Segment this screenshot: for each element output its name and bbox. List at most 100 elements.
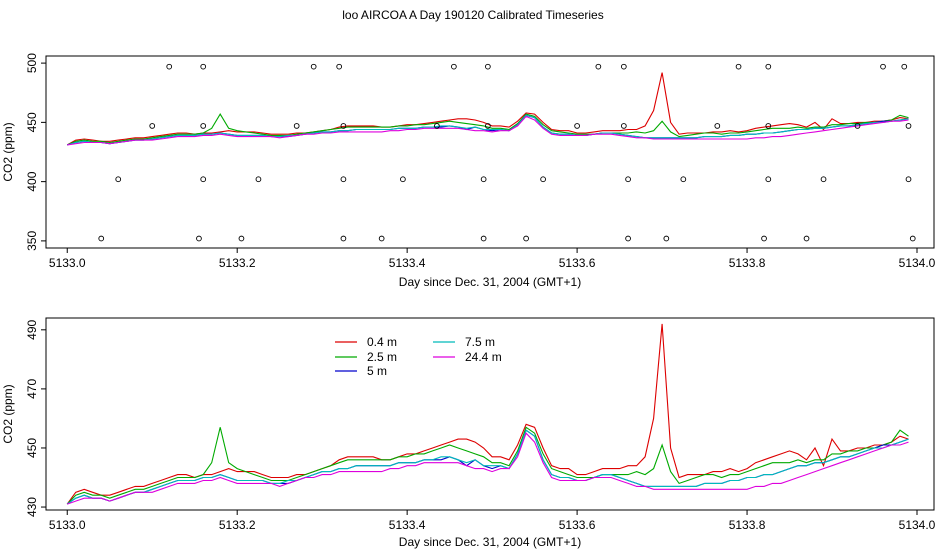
legend-item: 0.4 m [335, 335, 397, 349]
top-x-axis-label: Day since Dec. 31, 2004 (GMT+1) [399, 275, 581, 289]
legend-item: 2.5 m [335, 350, 397, 364]
data-point-marker [909, 235, 916, 242]
data-point-marker [663, 235, 670, 242]
series-line-24-4-m [67, 115, 909, 146]
series-line-0-4-m [66, 72, 909, 146]
data-point-marker [765, 63, 772, 70]
data-point-marker [880, 63, 886, 70]
data-point-marker [485, 123, 491, 129]
data-point-marker [901, 63, 908, 70]
top-plot-frame [45, 55, 935, 249]
y-tick-label: 470 [25, 379, 39, 399]
x-tick-label: 5133.0 [49, 256, 86, 270]
chart-title: loo AIRCOA A Day 190120 Calibrated Times… [342, 8, 603, 22]
x-tick-label: 5133.6 [559, 256, 596, 270]
data-point-marker [523, 235, 529, 242]
y-tick-label: 430 [25, 497, 39, 517]
data-point-marker [293, 123, 300, 129]
x-tick-label: 5133.8 [729, 256, 766, 270]
series-line-7-5-m [66, 429, 909, 505]
bottom-x-axis: 5133.0 5133.2 5133.4 5133.6 5133.8 5134.0 [49, 510, 936, 532]
legend-label: 7.5 m [465, 335, 495, 349]
data-point-marker [200, 63, 207, 70]
data-point-marker [340, 176, 347, 183]
data-point-marker [735, 63, 742, 70]
series-line-0-4-m [66, 323, 909, 505]
legend-item: 24.4 m [433, 350, 502, 364]
data-point-marker [98, 235, 105, 242]
data-point-marker [480, 176, 487, 183]
data-point-marker [378, 235, 385, 242]
data-point-marker [485, 63, 491, 70]
data-point-marker [238, 235, 245, 242]
y-tick-label: 490 [25, 319, 39, 339]
x-tick-label: 5134.0 [899, 518, 936, 532]
data-point-marker [149, 123, 156, 129]
x-tick-label: 5133.4 [389, 256, 426, 270]
top-markers-group [98, 63, 916, 242]
bottom-panel: 5133.0 5133.2 5133.4 5133.6 5133.8 5134.0 430… [1, 317, 936, 549]
series-line-7-5-m [67, 114, 909, 146]
top-y-axis: 350 400 450 500 [25, 53, 46, 251]
data-point-marker [340, 123, 347, 129]
data-point-marker [765, 123, 772, 129]
series-line-24-4-m [67, 432, 909, 505]
data-point-marker [451, 63, 457, 70]
data-point-marker [765, 176, 772, 183]
series-line-2-5-m [66, 426, 909, 505]
top-panel: 5133.0 5133.2 5133.4 5133.6 5133.8 5134.0 350… [1, 53, 936, 289]
y-tick-label: 450 [25, 438, 39, 458]
series-line-5-m [67, 114, 909, 146]
x-tick-label: 5133.4 [389, 518, 426, 532]
data-point-marker [620, 63, 627, 70]
data-point-marker [200, 176, 207, 183]
top-y-axis-label: CO2 (ppm) [1, 122, 15, 181]
legend-label: 0.4 m [367, 335, 397, 349]
data-point-marker [200, 123, 207, 129]
data-point-marker [714, 123, 721, 129]
data-point-marker [336, 63, 343, 70]
data-point-marker [820, 176, 827, 183]
y-tick-label: 350 [25, 231, 39, 251]
legend: 0.4 m2.5 m5 m 7.5 m24.4 m [335, 335, 502, 378]
data-point-marker [905, 176, 912, 183]
top-series-group [66, 72, 909, 146]
data-point-marker [574, 123, 580, 129]
legend-label: 5 m [367, 364, 387, 378]
legend-label: 24.4 m [465, 350, 502, 364]
bottom-y-axis-label: CO2 (ppm) [1, 384, 15, 443]
series-line-2-5-m [66, 113, 909, 146]
x-tick-label: 5133.8 [729, 518, 766, 532]
data-point-marker [434, 123, 440, 129]
x-tick-label: 5133.2 [219, 256, 256, 270]
data-point-marker [196, 235, 202, 242]
data-point-marker [400, 176, 406, 183]
bottom-x-axis-label: Day since Dec. 31, 2004 (GMT+1) [399, 535, 581, 549]
x-tick-label: 5134.0 [899, 256, 936, 270]
data-point-marker [620, 123, 627, 129]
data-point-marker [480, 235, 487, 242]
x-tick-label: 5133.2 [219, 518, 256, 532]
data-point-marker [680, 176, 687, 183]
data-point-marker [905, 123, 912, 129]
series-line-5-m [66, 429, 909, 505]
data-point-marker [340, 235, 347, 242]
data-point-marker [540, 176, 546, 183]
x-tick-label: 5133.6 [559, 518, 596, 532]
bottom-plot-frame [45, 317, 935, 511]
y-tick-label: 450 [25, 112, 39, 132]
data-point-marker [595, 63, 602, 70]
data-point-marker [115, 176, 122, 183]
bottom-series-group [66, 323, 909, 505]
data-point-marker [166, 63, 173, 70]
data-point-marker [854, 123, 861, 129]
legend-item: 7.5 m [433, 335, 495, 349]
data-point-marker [803, 235, 810, 242]
top-x-axis: 5133.0 5133.2 5133.4 5133.6 5133.8 5134.0 [49, 248, 936, 270]
data-point-marker [310, 63, 317, 70]
y-tick-label: 400 [25, 171, 39, 191]
data-point-marker [625, 235, 631, 242]
data-point-marker [625, 176, 631, 183]
